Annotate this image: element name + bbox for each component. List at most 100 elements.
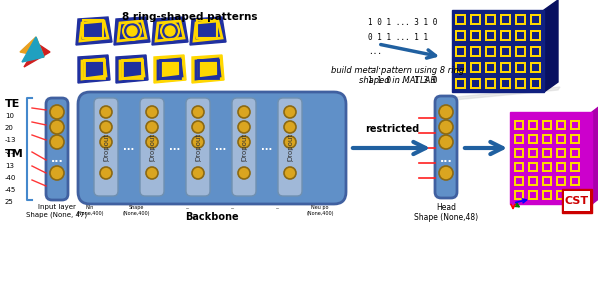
Polygon shape: [76, 17, 112, 45]
Text: ...: ...: [51, 154, 63, 164]
FancyBboxPatch shape: [435, 96, 457, 198]
Bar: [197, 20, 217, 38]
Bar: [530, 62, 541, 73]
Bar: [515, 14, 526, 25]
Bar: [517, 32, 524, 39]
Polygon shape: [192, 55, 224, 83]
Bar: [530, 78, 541, 89]
Bar: [485, 14, 496, 25]
Bar: [556, 176, 566, 186]
Circle shape: [439, 135, 453, 149]
Bar: [457, 16, 464, 23]
Text: -40: -40: [5, 175, 16, 181]
Bar: [572, 178, 578, 184]
Bar: [516, 122, 522, 128]
Bar: [470, 78, 481, 89]
Bar: [514, 190, 524, 200]
Text: build metal pattern using 8 ring
shaped in MATLAB: build metal pattern using 8 ring shaped …: [331, 66, 465, 86]
Text: ...: ...: [186, 205, 190, 210]
Bar: [517, 48, 524, 55]
Bar: [457, 32, 464, 39]
FancyBboxPatch shape: [140, 98, 164, 196]
Bar: [500, 30, 511, 41]
Bar: [570, 176, 580, 186]
FancyBboxPatch shape: [232, 98, 256, 196]
Polygon shape: [452, 10, 544, 92]
Bar: [542, 190, 552, 200]
Bar: [530, 150, 536, 156]
Bar: [528, 162, 538, 172]
Bar: [544, 178, 550, 184]
Circle shape: [146, 106, 158, 118]
Bar: [564, 191, 590, 211]
Text: Nin
(None,400): Nin (None,400): [77, 205, 103, 216]
Bar: [472, 32, 479, 39]
Bar: [515, 46, 526, 57]
Bar: [514, 134, 524, 144]
Bar: [487, 32, 494, 39]
Bar: [528, 148, 538, 158]
FancyBboxPatch shape: [46, 98, 68, 200]
Polygon shape: [78, 55, 110, 83]
Circle shape: [100, 136, 112, 148]
Bar: [502, 16, 509, 23]
FancyBboxPatch shape: [94, 98, 118, 196]
Bar: [487, 80, 494, 87]
Polygon shape: [20, 37, 44, 57]
Bar: [530, 178, 536, 184]
Circle shape: [284, 136, 296, 148]
Circle shape: [146, 121, 158, 133]
Text: ...: ...: [169, 142, 181, 152]
Polygon shape: [592, 102, 598, 204]
Text: ...: ...: [102, 154, 110, 164]
Text: 10: 10: [5, 113, 14, 119]
Bar: [530, 122, 536, 128]
Text: ...: ...: [123, 142, 135, 152]
Text: 25: 25: [5, 199, 14, 205]
Circle shape: [146, 167, 158, 179]
Text: 20: 20: [5, 125, 14, 131]
Text: ...: ...: [194, 154, 202, 164]
Bar: [562, 189, 592, 213]
Circle shape: [100, 167, 112, 179]
Circle shape: [100, 106, 112, 118]
Polygon shape: [154, 55, 186, 83]
Bar: [558, 136, 564, 142]
Bar: [528, 120, 538, 130]
Bar: [570, 162, 580, 172]
Bar: [528, 190, 538, 200]
Circle shape: [238, 167, 250, 179]
Bar: [84, 60, 104, 78]
Bar: [514, 120, 524, 130]
Bar: [556, 190, 566, 200]
Bar: [558, 192, 564, 198]
Text: ...: ...: [286, 154, 294, 164]
Text: ...: ...: [276, 205, 280, 210]
Bar: [558, 122, 564, 128]
Bar: [544, 136, 550, 142]
Text: CST: CST: [565, 196, 589, 206]
Text: ...: ...: [440, 154, 452, 164]
Text: ...: ...: [231, 205, 235, 210]
Bar: [556, 120, 566, 130]
Polygon shape: [544, 0, 558, 92]
Bar: [160, 60, 180, 78]
Bar: [544, 150, 550, 156]
Bar: [572, 164, 578, 170]
Circle shape: [238, 106, 250, 118]
Bar: [455, 46, 466, 57]
Text: ...: ...: [261, 142, 273, 152]
Text: -13: -13: [5, 137, 17, 143]
Bar: [570, 190, 580, 200]
Bar: [532, 32, 539, 39]
Bar: [514, 176, 524, 186]
Circle shape: [284, 121, 296, 133]
Circle shape: [50, 105, 64, 119]
Bar: [516, 150, 522, 156]
Bar: [544, 164, 550, 170]
Text: 1 0 1 ... 3 1 0
0 1 1 ... 1 1
...
...
1 1 0 ... 1 3 0: 1 0 1 ... 3 1 0 0 1 1 ... 1 1 ... ... 1 …: [368, 18, 437, 86]
Bar: [516, 164, 522, 170]
Bar: [542, 162, 552, 172]
Bar: [516, 178, 522, 184]
Text: Dropout: Dropout: [103, 133, 109, 161]
